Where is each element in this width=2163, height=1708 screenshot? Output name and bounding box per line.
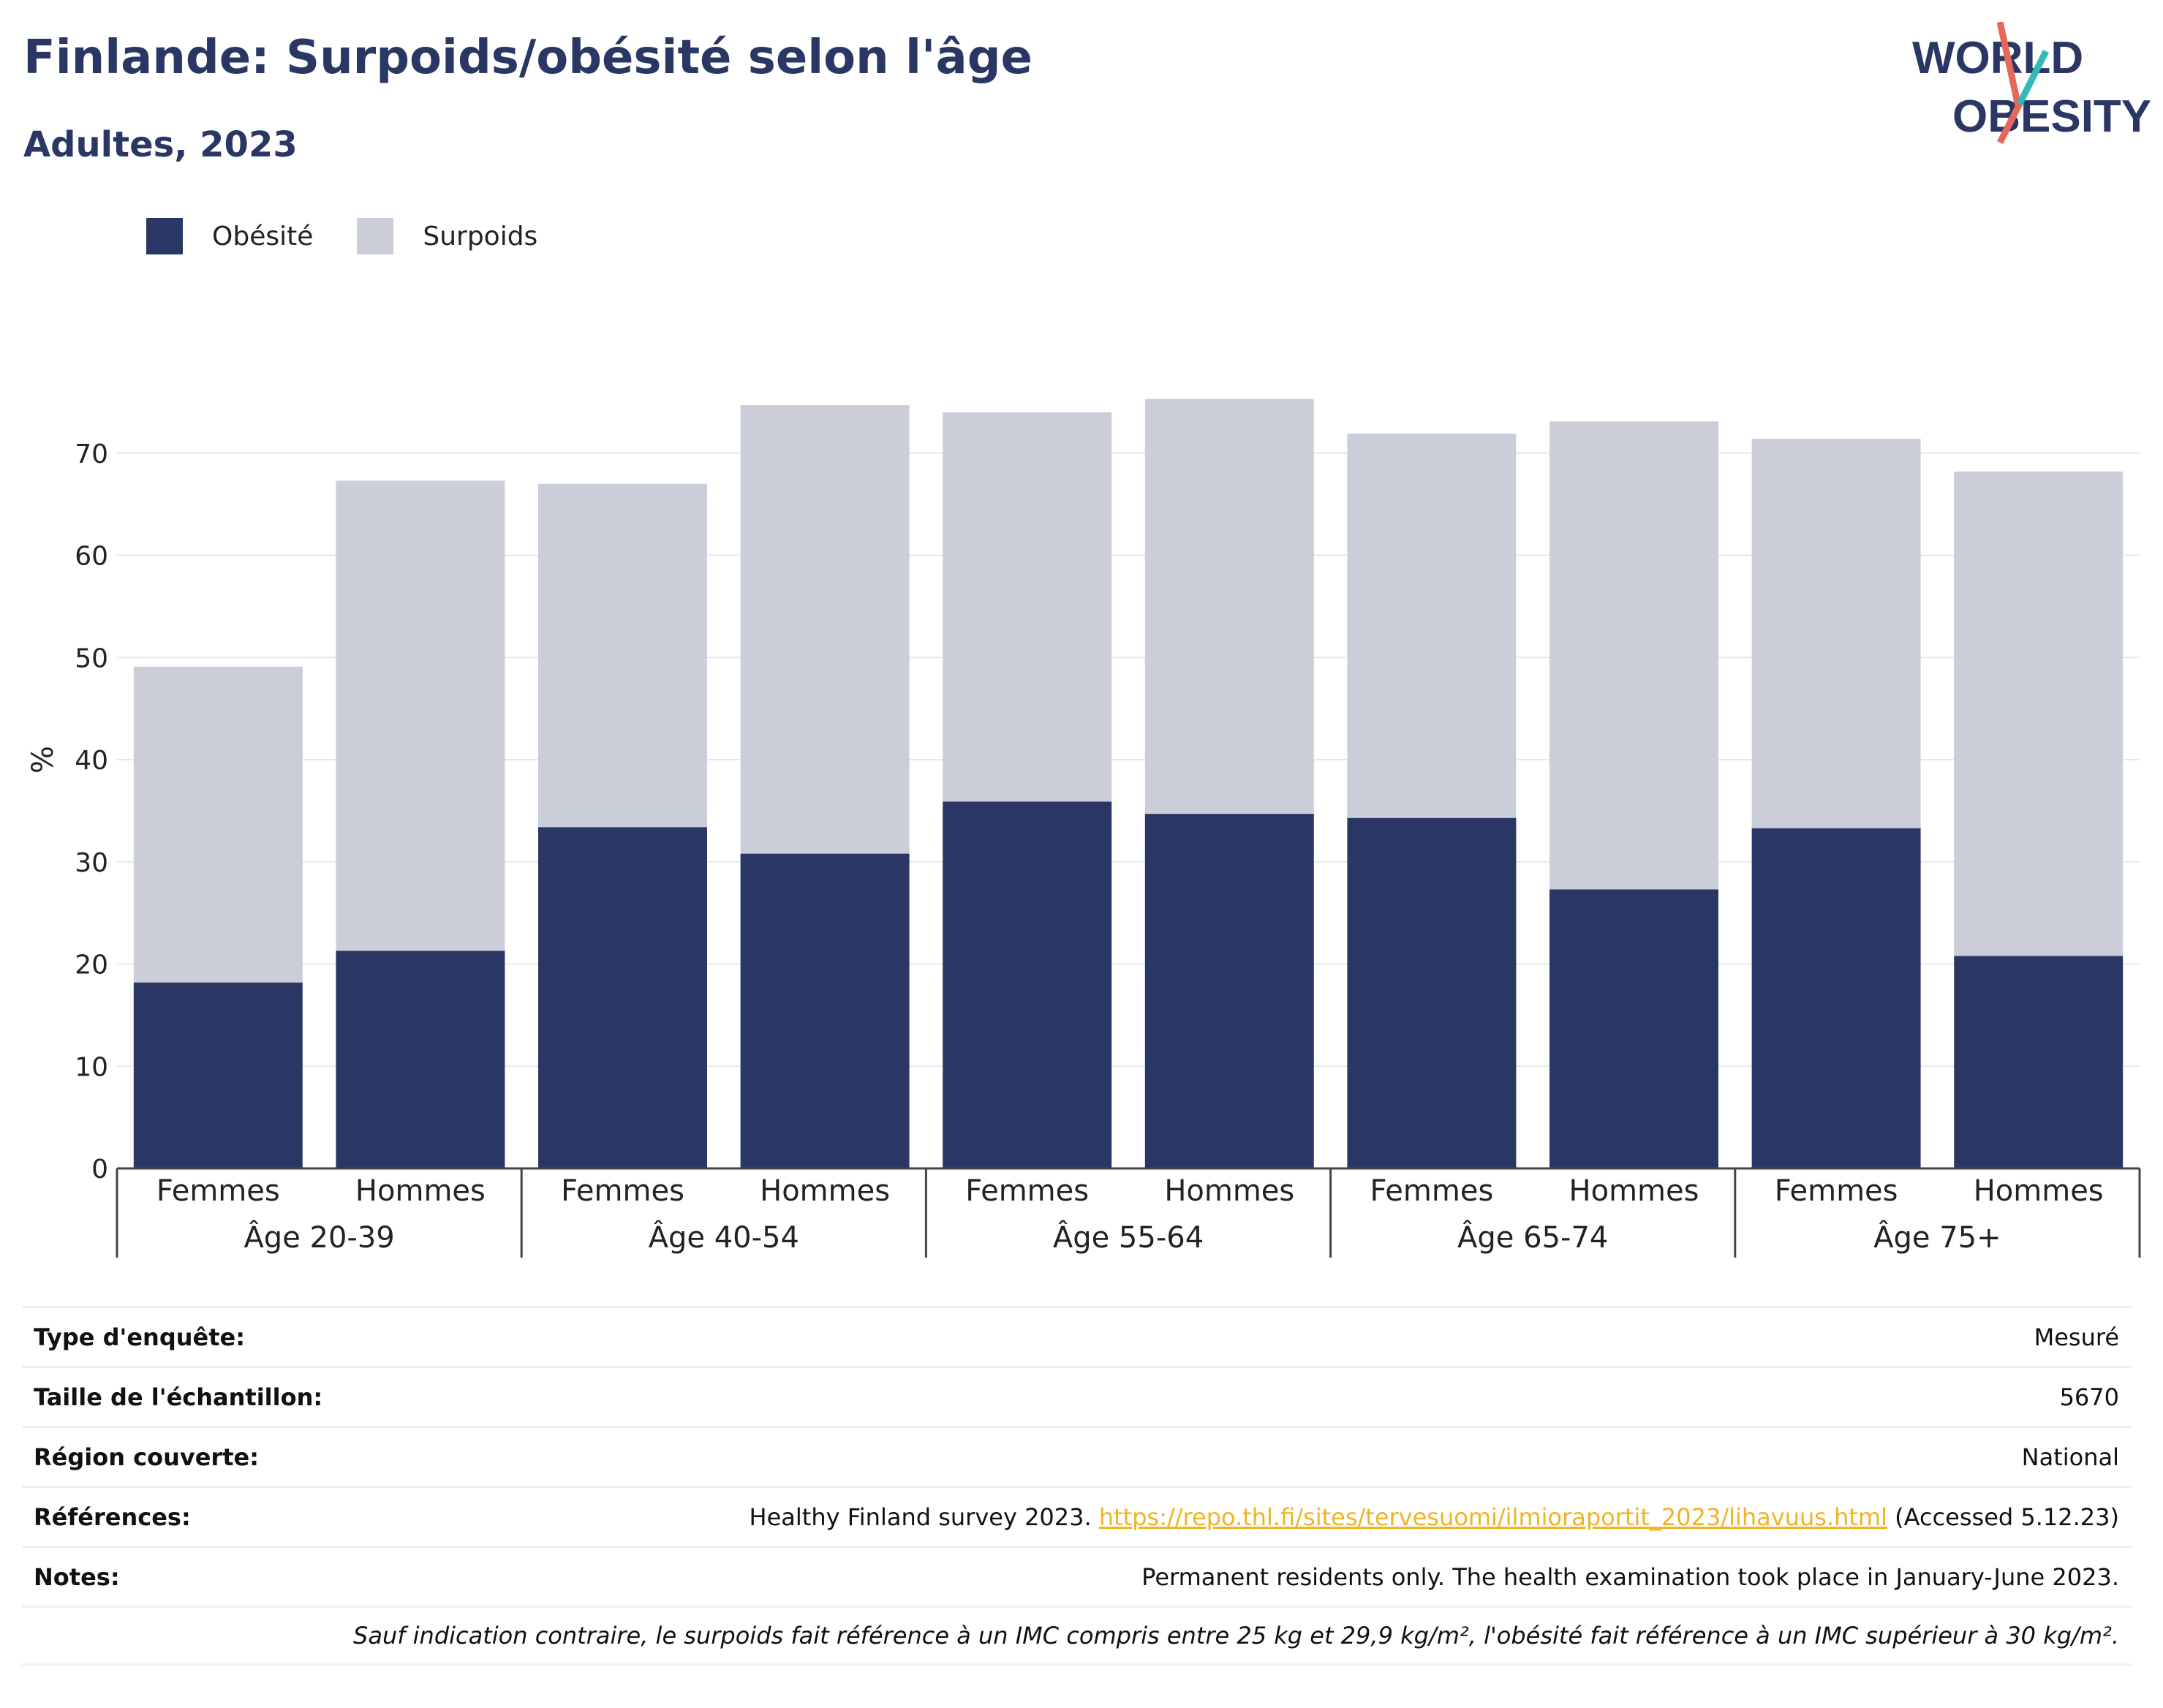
chart-subtitle: Adultes, 2023 [23, 124, 298, 165]
world-obesity-logo: WORLD OBESITY [1912, 22, 2150, 145]
group-label: Âge 20-39 [244, 1220, 394, 1255]
x-tick-label: Femmes [1775, 1174, 1898, 1208]
bar-overweight [943, 412, 1112, 802]
x-tick-label: Hommes [355, 1174, 486, 1208]
bar-obesity [538, 827, 707, 1168]
bar-obesity [336, 951, 505, 1168]
references-label: Références: [34, 1503, 191, 1531]
x-tick-label: Hommes [1569, 1174, 1699, 1208]
y-tick-label: 50 [75, 643, 108, 673]
y-tick-label: 20 [75, 951, 108, 980]
bar-overweight [1347, 434, 1517, 818]
legend-label-overweight: Surpoids [423, 221, 538, 252]
sample-size-label: Taille de l'échantillon: [34, 1383, 323, 1411]
group-label: Âge 55-64 [1053, 1220, 1204, 1255]
info-row-sample-size: Taille de l'échantillon: 5670 [22, 1366, 2131, 1426]
chart-title: Finlande: Surpoids/obésité selon l'âge [23, 31, 1033, 85]
bar-overweight [538, 483, 707, 828]
group-label: Âge 65-74 [1457, 1220, 1608, 1255]
legend-label-obesity: Obésité [212, 221, 314, 252]
bar-overweight [133, 666, 303, 983]
logo-line2: OBESITY [1952, 91, 2150, 142]
bar-chart: 0 10 20 30 40 50 60 70% Femmes Hommes Femmes Hommes… [26, 398, 2141, 1258]
bar-overweight [1954, 471, 2124, 956]
info-row-notes: Notes: Permanent residents only. The hea… [22, 1546, 2131, 1606]
survey-type-label: Type d'enquête: [34, 1323, 246, 1351]
legend-item-obesity[interactable]: Obésité [146, 218, 313, 254]
legend-swatch-overweight [357, 218, 394, 254]
x-tick-label: Femmes [1370, 1174, 1493, 1208]
y-tick-label: 60 [75, 542, 108, 572]
references-suffix: (Accessed 5.12.23) [1887, 1503, 2119, 1531]
bar-overweight [336, 480, 505, 951]
info-row-references: Références: Healthy Finland survey 2023.… [22, 1486, 2131, 1546]
bar-obesity [1954, 956, 2124, 1168]
y-tick-label: 30 [75, 848, 108, 878]
sample-size-value: 5670 [2059, 1383, 2119, 1411]
footnote: Sauf indication contraire, le surpoids f… [353, 1622, 2119, 1650]
x-tick-label: Hommes [760, 1174, 890, 1208]
x-tick-label: Femmes [561, 1174, 684, 1208]
x-tick-label: Femmes [156, 1174, 280, 1208]
info-row-footnote: Sauf indication contraire, le surpoids f… [22, 1606, 2131, 1666]
x-tick-label: Hommes [1164, 1174, 1294, 1208]
bar-obesity [133, 982, 303, 1168]
bar-obesity [1144, 814, 1314, 1168]
x-tick-label: Hommes [1974, 1174, 2104, 1208]
bar-obesity [1549, 889, 1718, 1168]
region-value: National [2021, 1443, 2119, 1471]
logo-line1: WORLD [1912, 33, 2083, 83]
group-label: Âge 40-54 [649, 1220, 799, 1255]
bar-obesity [1751, 828, 1921, 1168]
legend-swatch-obesity [146, 218, 183, 254]
region-label: Région couverte: [34, 1443, 259, 1471]
info-row-region: Région couverte: National [22, 1426, 2131, 1486]
y-tick-label: 10 [75, 1052, 108, 1082]
notes-label: Notes: [34, 1562, 120, 1591]
bar-obesity [740, 853, 910, 1168]
bar-overweight [740, 405, 910, 854]
references-value: Healthy Finland survey 2023. https://rep… [750, 1503, 2119, 1531]
chart-legend: Obésité Surpoids [146, 218, 581, 254]
group-label: Âge 75+ [1873, 1220, 2001, 1255]
bar-obesity [943, 801, 1112, 1168]
info-row-survey-type: Type d'enquête: Mesuré [22, 1306, 2131, 1366]
info-table: Type d'enquête: Mesuré Taille de l'échan… [22, 1306, 2131, 1666]
notes-value: Permanent residents only. The health exa… [1141, 1562, 2119, 1591]
legend-item-overweight[interactable]: Surpoids [357, 218, 537, 254]
x-tick-label: Femmes [965, 1174, 1089, 1208]
y-tick-label: 40 [75, 746, 108, 776]
bar-overweight [1751, 439, 1921, 828]
y-axis-label: % [26, 746, 60, 774]
y-tick-label: 0 [91, 1155, 108, 1184]
bar-obesity [1347, 817, 1517, 1168]
bar-overweight [1549, 421, 1718, 890]
references-prefix: Healthy Finland survey 2023. [749, 1503, 1099, 1531]
references-link[interactable]: https://repo.thl.fi/sites/tervesuomi/ilm… [1098, 1503, 1887, 1531]
y-tick-label: 70 [75, 439, 108, 469]
bar-overweight [1144, 398, 1314, 815]
survey-type-value: Mesuré [2034, 1323, 2119, 1351]
